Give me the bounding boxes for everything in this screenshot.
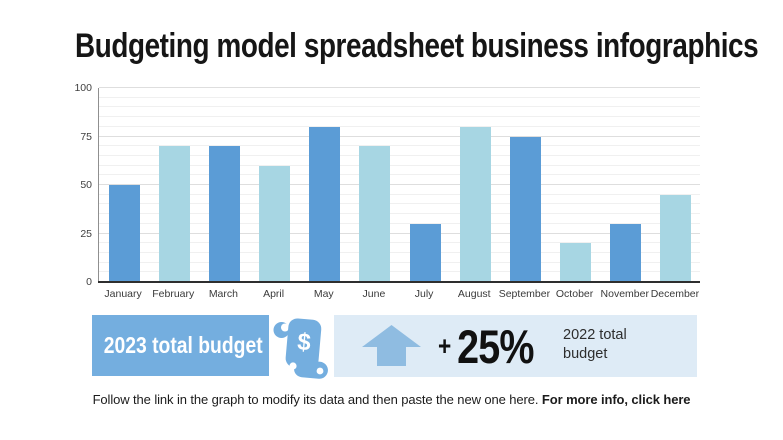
gridline-minor <box>99 106 700 108</box>
x-axis-label-august: August <box>457 288 491 300</box>
gridline-minor <box>99 174 700 176</box>
comparison-panel: + 25% 2022 total budget <box>334 315 697 377</box>
gridline-minor <box>99 125 700 127</box>
gridline-major <box>99 87 700 88</box>
bar-february <box>158 146 190 282</box>
gridline-minor <box>99 145 700 147</box>
x-axis-label-december: December <box>650 288 700 300</box>
gridline-major <box>99 232 700 234</box>
bar-june <box>359 146 391 282</box>
bar-december <box>660 194 692 282</box>
gridline-minor <box>99 242 700 244</box>
gridline-minor <box>99 96 700 98</box>
y-axis-tick-label: 50 <box>80 179 92 191</box>
y-axis-tick-label: 0 <box>86 276 92 288</box>
bar-october <box>560 243 592 282</box>
bar-january <box>108 185 140 282</box>
footer-note: Follow the link in the graph to modify i… <box>0 392 783 407</box>
x-axis-label-june: June <box>362 288 386 300</box>
x-axis-label-may: May <box>313 288 334 300</box>
budget-2023-box: 2023 total budget <box>92 315 269 376</box>
gridline-minor <box>99 193 700 195</box>
gridline-minor <box>99 164 700 166</box>
gridline-minor <box>99 271 700 273</box>
page-title: Budgeting model spreadsheet business inf… <box>0 27 783 66</box>
y-axis-tick-label: 75 <box>80 130 92 143</box>
chart-area: 0 25 50 75 100 January February March April May J… <box>74 82 700 300</box>
bar-september <box>509 136 541 282</box>
bar-november <box>610 223 642 282</box>
scroll-dollar-svg: $ <box>273 318 328 379</box>
y-axis-tick-label: 25 <box>80 227 92 240</box>
x-axis-label-january: January <box>104 288 142 300</box>
budget-2023-label: 2023 total budget <box>103 332 263 358</box>
x-axis-label-february: February <box>152 288 195 300</box>
change-indicator: + 25% <box>438 315 534 377</box>
footer-text: Follow the link in the graph to modify i… <box>92 392 542 407</box>
gridline-minor <box>99 213 700 215</box>
x-axis-label-november: November <box>600 288 649 300</box>
x-axis-baseline <box>98 281 700 283</box>
svg-text:$: $ <box>296 328 312 356</box>
bar-april <box>259 165 291 282</box>
x-axis-label-march: March <box>208 288 238 300</box>
gridline-minor <box>99 116 700 118</box>
page-title-text: Budgeting model spreadsheet business inf… <box>74 27 759 65</box>
gridline-major <box>99 184 700 185</box>
gridline-minor <box>99 203 700 205</box>
plot-area <box>98 87 700 282</box>
budget-2022-label: 2022 total budget <box>563 327 627 362</box>
up-arrow-icon <box>362 325 421 366</box>
scroll-dollar-icon: $ <box>273 317 331 381</box>
bar-july <box>409 223 441 282</box>
gridline-major <box>99 135 700 137</box>
x-axis-label-july: July <box>414 288 434 300</box>
x-axis-label-april: April <box>263 288 285 300</box>
bar-march <box>208 146 240 282</box>
bar-may <box>309 126 341 282</box>
bar-august <box>459 126 491 282</box>
gridline-minor <box>99 251 700 253</box>
x-axis-label-october: October <box>555 288 594 300</box>
x-axis-label-september: September <box>498 288 551 300</box>
up-arrow-svg <box>362 325 421 366</box>
gridline-minor <box>99 261 700 263</box>
y-axis-tick-label: 100 <box>74 82 92 94</box>
change-value: 25% <box>457 319 534 373</box>
gridline-minor <box>99 154 700 156</box>
gridline-minor <box>99 222 700 224</box>
more-info-link[interactable]: For more info, click here <box>541 392 691 407</box>
plus-sign: + <box>438 330 452 361</box>
